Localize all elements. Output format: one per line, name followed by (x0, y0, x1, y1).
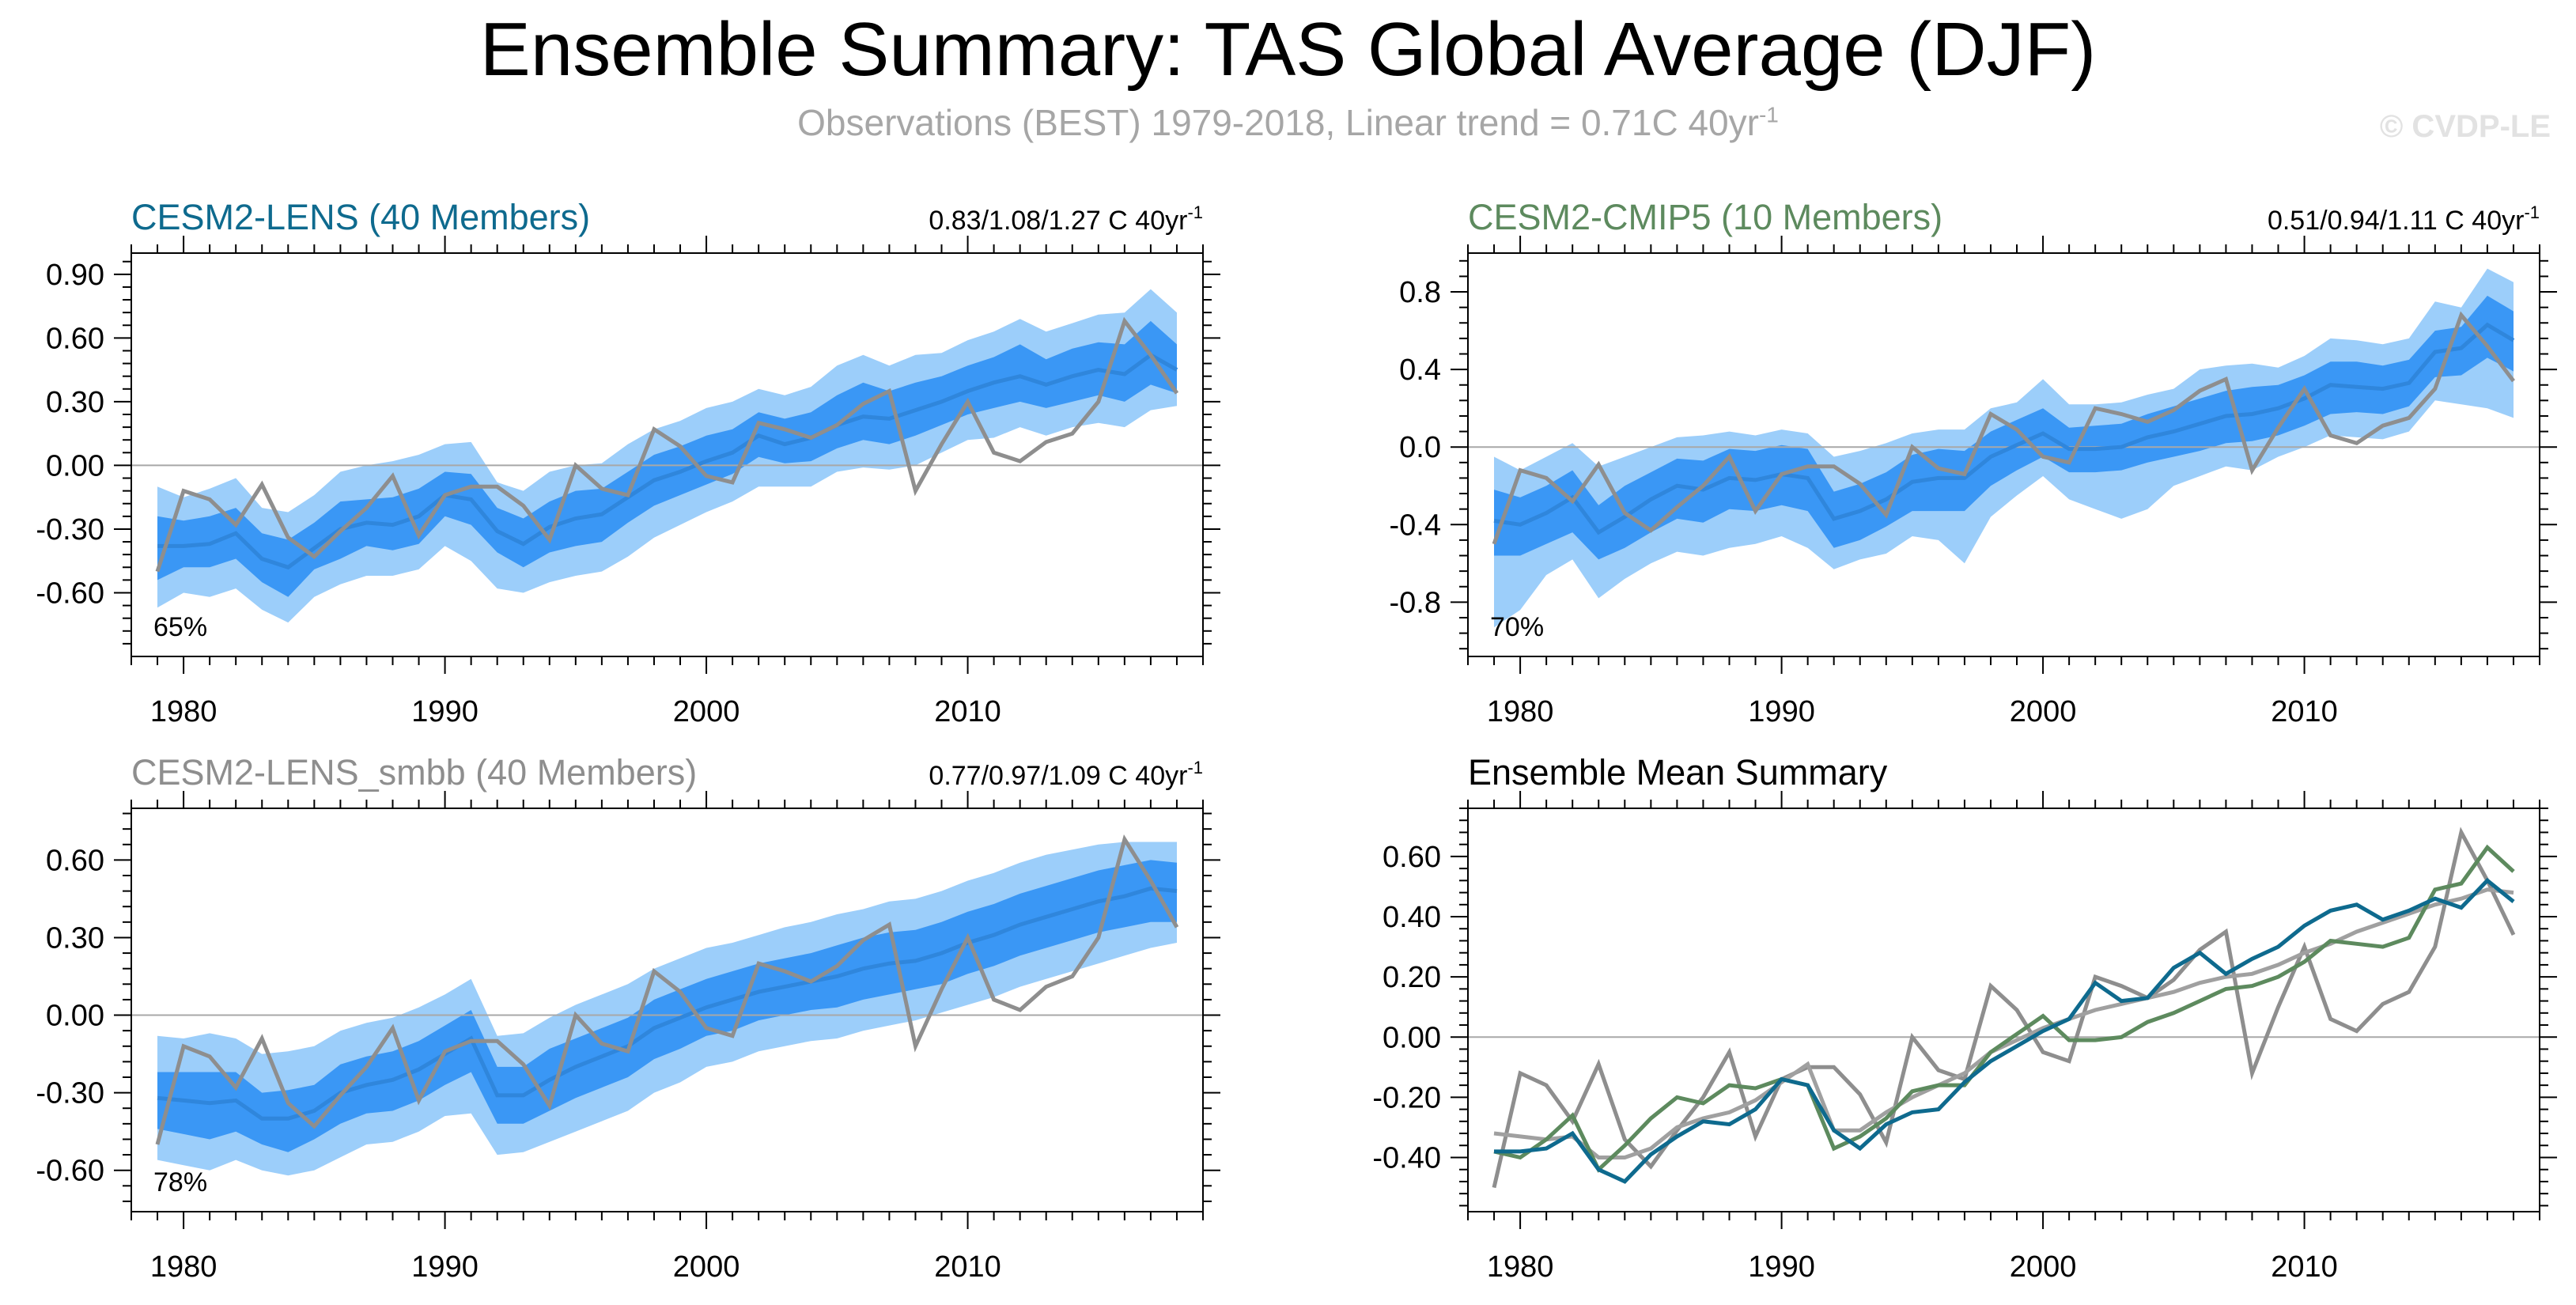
ensemble-mean-line (157, 886, 1178, 1121)
panel-title: CESM2-LENS_smbb (40 Members) (131, 752, 697, 792)
observations-line (155, 316, 1179, 573)
panel-title: CESM2-CMIP5 (10 Members) (1468, 197, 1942, 237)
x-tick-label: 1990 (411, 695, 479, 728)
plot-frame (1467, 808, 2540, 1212)
ensemble-mean-line (1493, 322, 2515, 535)
y-tick-label: 0.20 (1383, 961, 1441, 994)
y-tick-label: 0.4 (1399, 354, 1441, 387)
x-tick-label: 1980 (150, 695, 218, 728)
panel-2: CESM2-CMIP5 (10 Members) 0.51/0.94/1.11 C… (1390, 197, 2557, 728)
x-tick-label: 2010 (934, 1250, 1001, 1284)
panel-title: CESM2-LENS (40 Members) (131, 197, 590, 237)
x-tick-label: 2000 (673, 695, 740, 728)
panel-3: CESM2-LENS_smbb (40 Members) 0.77/0.97/1.… (36, 752, 1220, 1284)
plot-frame (131, 808, 1204, 1212)
y-tick-label: -0.4 (1390, 509, 1441, 542)
series-line-observations (1492, 826, 2516, 1189)
series-line-cesm2-lens (1494, 877, 2515, 1184)
x-tick-label: 2010 (2271, 695, 2338, 728)
subtitle-text: Observations (BEST) 1979-2018, Linear tr… (797, 102, 1759, 143)
y-tick-label: 0.60 (46, 844, 104, 877)
watermark: © CVDP-LE (2379, 109, 2551, 144)
y-tick-label: 0.60 (1383, 841, 1441, 874)
x-tick-label: 2000 (2010, 695, 2077, 728)
y-tick-label: 0.00 (1383, 1021, 1441, 1054)
plot-frame (131, 252, 1204, 657)
series-line-cesm2-lens_smbb (1493, 887, 2514, 1159)
y-tick-label: -0.30 (36, 513, 104, 547)
percentile-label: 78% (153, 1167, 207, 1197)
y-tick-label: -0.60 (36, 1155, 104, 1188)
y-tick-label: 0.30 (46, 386, 104, 419)
x-tick-label: 1990 (411, 1250, 479, 1284)
y-tick-label: -0.20 (1372, 1081, 1441, 1114)
x-tick-label: 2010 (934, 695, 1001, 728)
panel-4: Ensemble Mean Summary 1980 1990 2000 2010 0.6… (1372, 752, 2557, 1284)
panel-1: CESM2-LENS (40 Members) 0.83/1.08/1.27 C … (36, 197, 1220, 728)
x-tick-label: 1990 (1748, 1250, 1815, 1284)
plot-area (131, 834, 1203, 1176)
plot-area (1468, 826, 2540, 1189)
observations-line (1492, 311, 2515, 545)
ensemble-mean-line (157, 352, 1178, 570)
y-tick-label: 0.60 (46, 322, 104, 355)
plot-area (131, 289, 1203, 623)
y-tick-label: 0.0 (1399, 431, 1441, 464)
x-tick-label: 1980 (1487, 695, 1554, 728)
x-tick-label: 2000 (2010, 1250, 2077, 1284)
y-tick-label: -0.8 (1390, 586, 1441, 619)
y-tick-label: -0.30 (36, 1077, 104, 1110)
x-tick-label: 1980 (1487, 1250, 1554, 1284)
y-tick-label: 0.8 (1399, 276, 1441, 309)
plot-frame (1467, 252, 2540, 657)
panel-title: Ensemble Mean Summary (1468, 752, 1888, 792)
y-tick-label: 0.00 (46, 449, 104, 482)
y-tick-label: -0.60 (36, 577, 104, 610)
trend-label: 0.51/0.94/1.11 C 40yr-1 (2268, 202, 2540, 236)
subtitle-superscript: -1 (1758, 102, 1779, 127)
percentile-label: 65% (153, 612, 207, 642)
x-tick-label: 1980 (150, 1250, 218, 1284)
trend-label: 0.83/1.08/1.27 C 40yr-1 (929, 202, 1203, 236)
series-line-cesm2-cmip5 (1493, 844, 2515, 1173)
figure-title: Ensemble Summary: TAS Global Average (DJ… (479, 7, 2097, 92)
trend-label: 0.77/0.97/1.09 C 40yr-1 (929, 758, 1203, 791)
y-tick-label: 0.90 (46, 259, 104, 292)
plot-area (1468, 268, 2540, 628)
inner-percentile-band (157, 320, 1177, 597)
y-tick-label: 0.00 (46, 1000, 104, 1033)
y-tick-label: 0.40 (1383, 901, 1441, 934)
observations-line (155, 834, 1179, 1145)
x-tick-label: 2000 (673, 1250, 740, 1284)
x-tick-label: 1990 (1748, 695, 1815, 728)
y-tick-label: 0.30 (46, 921, 104, 955)
y-tick-label: -0.40 (1372, 1141, 1441, 1174)
figure-subtitle: Observations (BEST) 1979-2018, Linear tr… (0, 101, 2576, 144)
percentile-label: 70% (1490, 612, 1544, 642)
x-tick-label: 2010 (2271, 1250, 2338, 1284)
